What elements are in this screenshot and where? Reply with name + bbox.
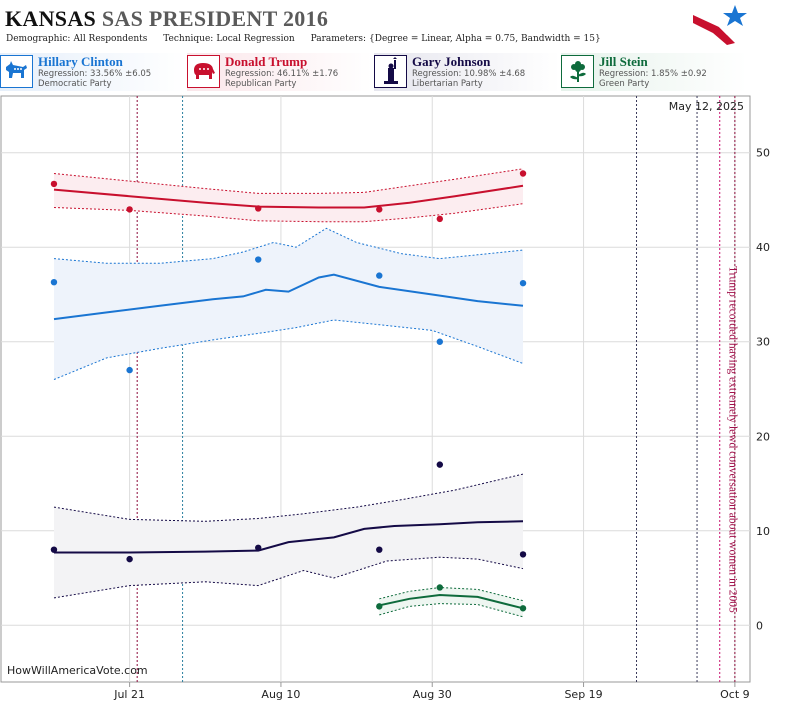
candidate-regression: Regression: 46.11% ±1.76 xyxy=(225,69,339,79)
candidate-badge xyxy=(0,55,33,88)
poll-point xyxy=(50,180,58,188)
trend-line xyxy=(54,520,524,554)
title-state: KANSAS xyxy=(5,6,97,31)
candidate-badge xyxy=(561,55,594,88)
trend-line xyxy=(53,273,524,321)
candidate-name: Hillary Clinton xyxy=(38,54,123,69)
candidate-badge xyxy=(374,55,407,88)
lower-bound-line xyxy=(53,319,524,380)
param-parameters-key: Parameters: xyxy=(310,34,367,44)
poll-point xyxy=(50,278,58,286)
candidate-name: Donald Trump xyxy=(225,54,308,69)
param-technique-value: Local Regression xyxy=(216,34,295,44)
liberty-statue-icon xyxy=(384,57,398,84)
site-logo-icon[interactable] xyxy=(689,3,749,49)
confidence-band xyxy=(54,228,523,380)
candidate-regression: Regression: 10.98% ±4.68 xyxy=(412,69,526,79)
poll-point xyxy=(126,555,133,563)
y-tick-label: 20 xyxy=(756,430,770,443)
candidate-card-stein[interactable]: Jill Stein Regression: 1.85% ±0.92 Green… xyxy=(561,53,747,91)
candidate-name: Gary Johnson xyxy=(412,54,491,69)
upper-bound-line xyxy=(53,227,524,264)
candidate-party: Green Party xyxy=(599,79,650,89)
param-demographic-value: All Respondents xyxy=(73,34,148,44)
poll-point xyxy=(519,279,527,287)
confidence-band xyxy=(54,168,523,222)
title-race: SAS PRESIDENT 2016 xyxy=(101,6,329,31)
candidate-name: Jill Stein xyxy=(599,54,648,69)
candidate-legend: Hillary Clinton Regression: 33.56% ±6.05… xyxy=(0,53,789,93)
y-tick-label: 0 xyxy=(756,619,763,632)
y-tick-label: 10 xyxy=(756,525,770,538)
donkey-icon xyxy=(6,61,27,78)
trend-line xyxy=(53,184,524,209)
poll-point xyxy=(255,256,262,263)
param-parameters-value: {Degree = Linear, Alpha = 0.75, Bandwidt… xyxy=(369,34,601,44)
y-tick-label: 50 xyxy=(756,147,770,160)
poll-point xyxy=(376,546,383,553)
candidate-party: Republican Party xyxy=(225,79,297,89)
candidate-card-johnson[interactable]: Gary Johnson Regression: 10.98% ±4.68 Li… xyxy=(374,53,560,91)
poll-point xyxy=(376,603,383,610)
x-tick-label: Sep 19 xyxy=(564,688,602,701)
series-jill-stein xyxy=(376,584,527,618)
poll-chart: 0 10 20 30 40 50 Jul 21 Aug 10 Aug 30 Sep 19 Oct 9… xyxy=(0,95,770,701)
series-gary-johnson xyxy=(50,461,527,599)
poll-point xyxy=(519,605,527,612)
param-demographic-key: Demographic: xyxy=(6,34,71,44)
poll-point xyxy=(519,170,527,177)
lower-bound-line xyxy=(53,203,524,223)
poll-point xyxy=(126,206,133,213)
date-label: May 12, 2025 xyxy=(669,100,744,113)
candidate-badge xyxy=(187,55,220,88)
poll-point xyxy=(436,461,444,468)
series-donald-trump xyxy=(50,168,527,223)
page-title: KANSAS SAS PRESIDENT 2016 xyxy=(5,6,328,32)
watermark: HowWillAmericaVote.com xyxy=(7,664,148,677)
flower-icon xyxy=(570,61,586,82)
header: KANSAS SAS PRESIDENT 2016 Demographic: Al… xyxy=(0,0,789,52)
lower-bound-line xyxy=(379,603,524,618)
x-tick-label: Jul 21 xyxy=(113,688,145,701)
poll-point xyxy=(436,215,444,223)
y-tick-label: 30 xyxy=(756,336,770,349)
trend-line xyxy=(379,593,524,610)
poll-point xyxy=(126,366,133,374)
poll-point xyxy=(255,544,262,551)
elephant-icon xyxy=(194,63,215,79)
confidence-band xyxy=(54,474,523,598)
x-tick-label: Aug 30 xyxy=(413,688,452,701)
poll-point xyxy=(50,546,58,553)
upper-bound-line xyxy=(53,473,524,522)
poll-point xyxy=(436,338,444,345)
event-annotation: Trump recorded having extremely lewd con… xyxy=(727,266,739,613)
candidate-party: Democratic Party xyxy=(38,79,112,89)
poll-point xyxy=(436,584,444,591)
poll-point xyxy=(519,551,527,558)
poll-point xyxy=(376,272,383,279)
x-tick-label: Oct 9 xyxy=(720,688,750,701)
confidence-band xyxy=(379,587,523,617)
series-hillary-clinton xyxy=(50,227,527,380)
candidate-party: Libertarian Party xyxy=(412,79,483,89)
param-technique-key: Technique: xyxy=(163,34,214,44)
parameters-bar: Demographic: All Respondents Technique: Lo… xyxy=(6,34,614,44)
candidate-regression: Regression: 33.56% ±6.05 xyxy=(38,69,152,79)
candidate-card-clinton[interactable]: Hillary Clinton Regression: 33.56% ±6.05… xyxy=(0,53,186,91)
x-tick-label: Aug 10 xyxy=(261,688,300,701)
lower-bound-line xyxy=(53,556,524,599)
upper-bound-line xyxy=(53,168,524,194)
y-tick-label: 40 xyxy=(756,241,770,254)
poll-point xyxy=(255,205,262,212)
poll-point xyxy=(376,206,383,213)
candidate-card-trump[interactable]: Donald Trump Regression: 46.11% ±1.76 Re… xyxy=(187,53,373,91)
candidate-regression: Regression: 1.85% ±0.92 xyxy=(599,69,707,79)
